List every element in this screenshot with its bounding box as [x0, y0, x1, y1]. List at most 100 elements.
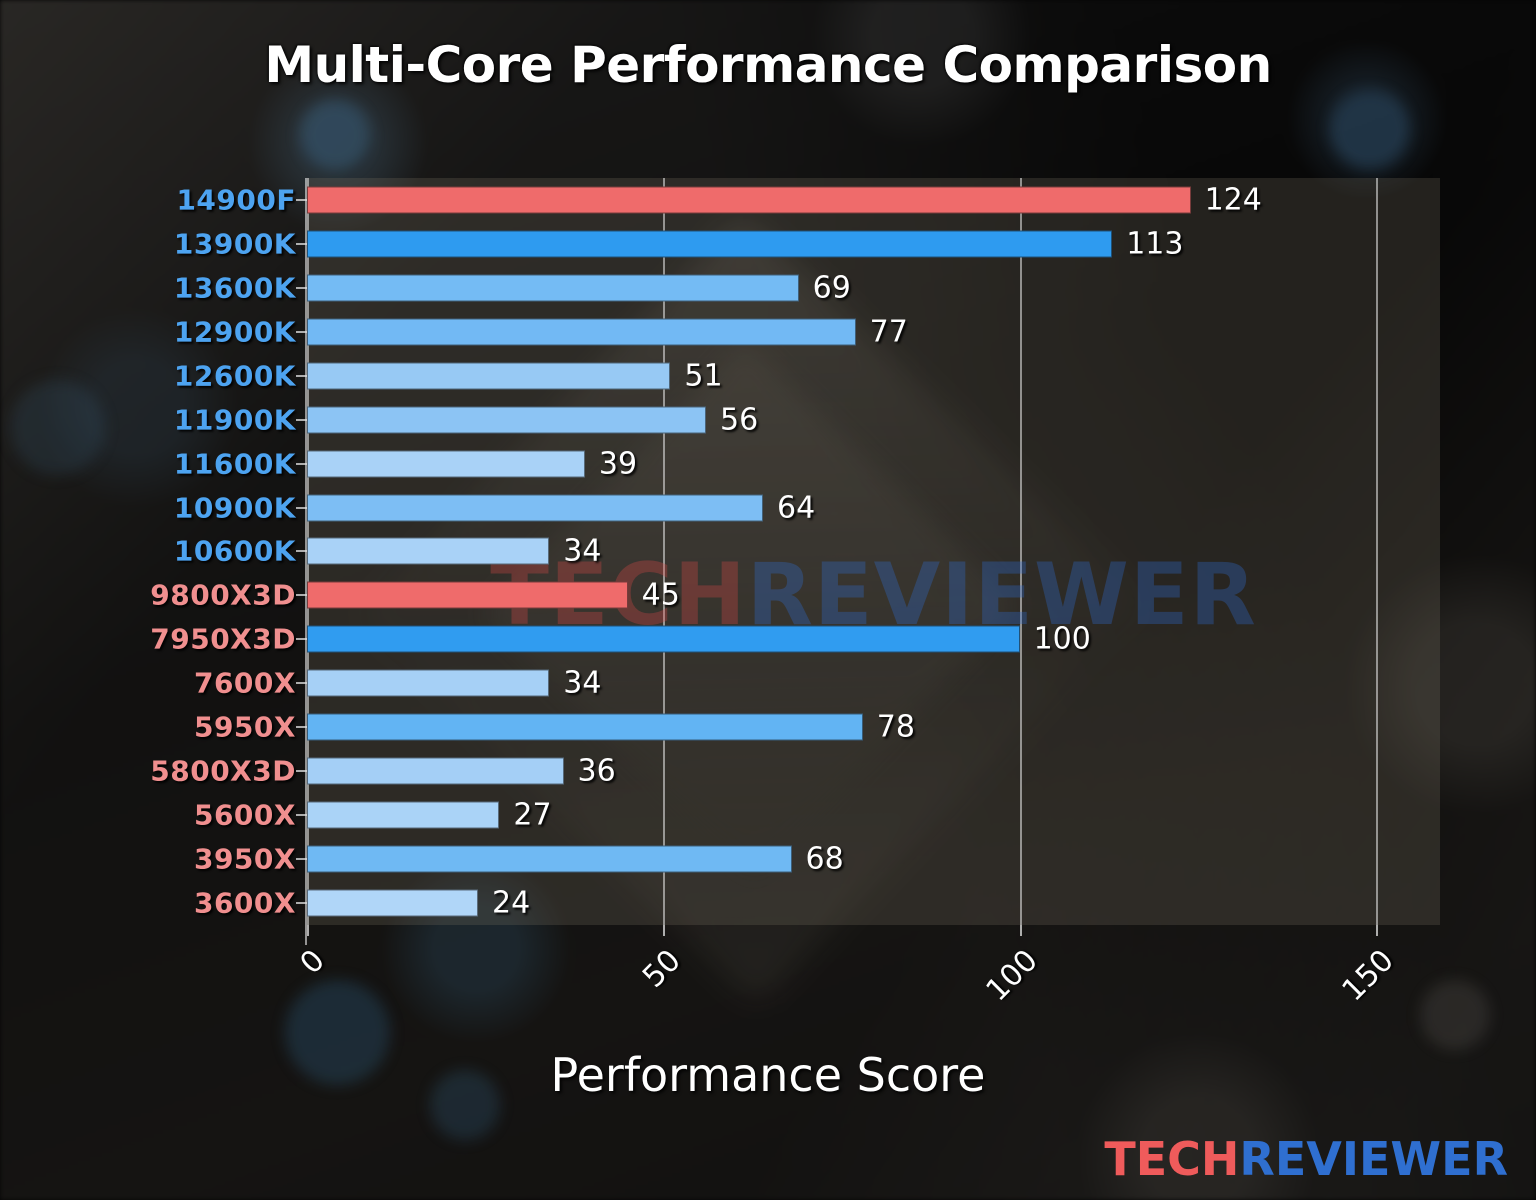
bar-value-5800x3d: 36: [577, 753, 616, 789]
category-label-5600x: 5600X: [193, 798, 296, 832]
y-axis-tick: [296, 374, 307, 377]
x-axis-tick-mark: [1019, 925, 1022, 936]
y-axis-tick: [296, 858, 307, 861]
y-axis-tick: [296, 594, 307, 597]
bokeh-light: [1420, 980, 1490, 1050]
bar-row: 5800X3D 36: [0, 749, 1536, 793]
brand-logo-tech: TECH: [1104, 1132, 1240, 1186]
bar-value-10900k: 64: [777, 490, 816, 526]
y-axis-spine: [305, 178, 307, 945]
y-axis-tick: [296, 638, 307, 641]
bar-value-3950x: 68: [805, 841, 844, 877]
category-label-12600k: 12600K: [173, 359, 296, 393]
bar-9800x3d: [307, 581, 628, 609]
y-axis-tick: [296, 506, 307, 509]
y-axis-tick: [296, 462, 307, 465]
bar-5950x: [307, 713, 863, 741]
bar-11900k: [307, 406, 707, 434]
bar-5800x3d: [307, 757, 564, 785]
y-axis-tick: [296, 330, 307, 333]
bar-row: 3950X 68: [0, 837, 1536, 881]
bar-value-7600x: 34: [563, 665, 602, 701]
y-axis-tick: [296, 814, 307, 817]
bar-row: 12600K 51: [0, 354, 1536, 398]
bar-value-7950x3d: 100: [1033, 621, 1091, 657]
y-axis-tick: [296, 242, 307, 245]
x-axis-label: Performance Score: [550, 1048, 986, 1102]
y-axis-tick: [296, 770, 307, 773]
bar-7950x3d: [307, 625, 1020, 653]
category-label-10900k: 10900K: [173, 491, 296, 525]
bar-value-13600k: 69: [812, 270, 851, 306]
bar-11600k: [307, 450, 585, 478]
category-label-11900k: 11900K: [173, 403, 296, 437]
bar-value-5950x: 78: [876, 709, 915, 745]
y-axis-tick: [296, 286, 307, 289]
bar-12600k: [307, 362, 671, 390]
bar-value-11900k: 56: [720, 402, 759, 438]
bar-value-10600k: 34: [563, 533, 602, 569]
bar-row: 11600K 39: [0, 442, 1536, 486]
bar-10600k: [307, 537, 550, 565]
bar-row: 3600X 24: [0, 881, 1536, 925]
bokeh-light: [430, 1070, 500, 1140]
bar-row: 11900K 56: [0, 398, 1536, 442]
gridline: [663, 178, 666, 925]
category-label-3950x: 3950X: [193, 842, 296, 876]
gridline: [1375, 178, 1378, 925]
bar-value-12600k: 51: [684, 358, 723, 394]
y-axis-tick: [296, 550, 307, 553]
bar-value-13900k: 113: [1126, 226, 1184, 262]
gridline: [1019, 178, 1022, 925]
x-axis-ticks: 0 50 100 150: [0, 925, 1536, 1045]
bar-value-12900k: 77: [869, 314, 908, 350]
bar-row: 5950X 78: [0, 705, 1536, 749]
bar-value-14900f: 124: [1204, 182, 1262, 218]
bar-row: 7600X 34: [0, 661, 1536, 705]
bokeh-light: [10, 380, 105, 475]
y-axis-tick: [296, 682, 307, 685]
x-axis-tick-mark: [307, 925, 309, 936]
x-axis-tick-mark: [1375, 925, 1378, 936]
category-label-9800x3d: 9800X3D: [150, 578, 296, 612]
bar-12900k: [307, 318, 856, 346]
y-axis-tick: [296, 902, 307, 905]
category-label-11600k: 11600K: [173, 447, 296, 481]
bar-row: 7950X3D 100: [0, 617, 1536, 661]
category-label-7950x3d: 7950X3D: [150, 622, 296, 656]
bar-13900k: [307, 230, 1113, 258]
bar-value-5600x: 27: [513, 797, 552, 833]
chart-title: Multi-Core Performance Comparison: [264, 36, 1272, 94]
bar-10900k: [307, 494, 764, 522]
bar-5600x: [307, 801, 500, 829]
bar-13600k: [307, 274, 799, 302]
bar-3950x: [307, 845, 792, 873]
bar-row: 10600K 34: [0, 530, 1536, 574]
brand-logo: TECHREVIEWER: [1104, 1132, 1508, 1186]
category-label-13600k: 13600K: [173, 271, 296, 305]
y-axis-tick: [296, 726, 307, 729]
bar-row: 10900K 64: [0, 486, 1536, 530]
y-axis-tick: [296, 198, 307, 201]
bar-value-11600k: 39: [598, 446, 638, 482]
bar-row: 12900K 77: [0, 310, 1536, 354]
bar-rows: 14900F 124 13900K 113 13600K 69 12900K 77 12600K…: [0, 178, 1536, 925]
bokeh-light: [1330, 90, 1410, 170]
bar-3600x: [307, 889, 479, 917]
bar-row: 13600K 69: [0, 266, 1536, 310]
category-label-7600x: 7600X: [193, 666, 296, 700]
category-label-13900k: 13900K: [173, 227, 296, 261]
category-label-14900f: 14900F: [176, 183, 296, 217]
category-label-3600x: 3600X: [193, 886, 296, 920]
bar-row: 13900K 113: [0, 222, 1536, 266]
category-label-5800x3d: 5800X3D: [150, 754, 296, 788]
bar-7600x: [307, 669, 550, 697]
brand-logo-reviewer: REVIEWER: [1239, 1132, 1508, 1186]
bar-14900f: [307, 186, 1191, 214]
bar-row: 14900F 124: [0, 178, 1536, 222]
category-label-10600k: 10600K: [173, 534, 296, 568]
bar-value-9800x3d: 45: [641, 577, 680, 613]
category-label-5950x: 5950X: [193, 710, 296, 744]
bar-value-3600x: 24: [492, 885, 531, 921]
